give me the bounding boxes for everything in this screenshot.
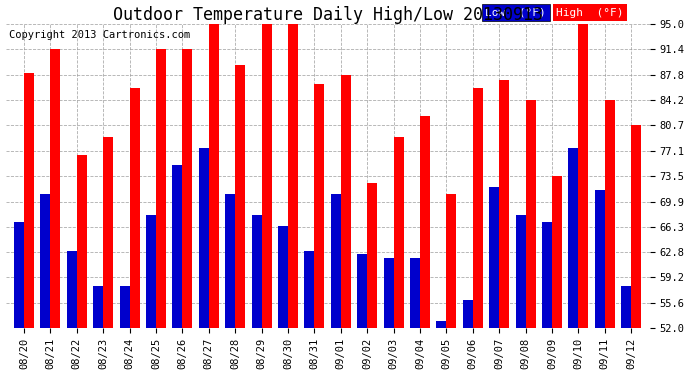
Bar bbox=[526, 100, 535, 328]
Bar bbox=[357, 254, 367, 328]
Bar bbox=[489, 187, 500, 328]
Text: Low  (°F): Low (°F) bbox=[486, 8, 546, 18]
Bar bbox=[331, 194, 341, 328]
Bar bbox=[288, 24, 298, 328]
Bar bbox=[341, 75, 351, 328]
Bar bbox=[446, 194, 457, 328]
Bar bbox=[24, 74, 34, 328]
Bar bbox=[569, 148, 578, 328]
Bar bbox=[605, 100, 615, 328]
Bar bbox=[77, 155, 87, 328]
Bar bbox=[199, 148, 209, 328]
Text: High  (°F): High (°F) bbox=[556, 8, 624, 18]
Bar bbox=[130, 87, 139, 328]
Bar bbox=[278, 226, 288, 328]
Title: Outdoor Temperature Daily High/Low 20130913: Outdoor Temperature Daily High/Low 20130… bbox=[112, 6, 542, 24]
Bar bbox=[473, 87, 483, 328]
Bar bbox=[252, 215, 262, 328]
Bar bbox=[393, 137, 404, 328]
Bar bbox=[104, 137, 113, 328]
Bar bbox=[410, 258, 420, 328]
Bar bbox=[552, 176, 562, 328]
Bar bbox=[225, 194, 235, 328]
Bar bbox=[621, 286, 631, 328]
Bar bbox=[41, 194, 50, 328]
Bar bbox=[50, 49, 61, 328]
Bar bbox=[209, 24, 219, 328]
Bar bbox=[146, 215, 156, 328]
Bar bbox=[182, 49, 193, 328]
Text: Copyright 2013 Cartronics.com: Copyright 2013 Cartronics.com bbox=[9, 30, 190, 40]
Bar bbox=[93, 286, 104, 328]
Bar bbox=[578, 24, 589, 328]
Bar bbox=[515, 215, 526, 328]
Bar bbox=[436, 321, 446, 328]
Bar bbox=[235, 65, 245, 328]
Bar bbox=[542, 222, 552, 328]
Bar bbox=[463, 300, 473, 328]
Bar bbox=[595, 190, 605, 328]
Bar bbox=[172, 165, 182, 328]
Bar bbox=[262, 24, 272, 328]
Bar bbox=[14, 222, 24, 328]
Bar bbox=[315, 84, 324, 328]
Bar bbox=[67, 251, 77, 328]
Bar bbox=[367, 183, 377, 328]
Bar bbox=[384, 258, 393, 328]
Bar bbox=[420, 116, 430, 328]
Bar bbox=[119, 286, 130, 328]
Bar bbox=[500, 80, 509, 328]
Bar bbox=[156, 49, 166, 328]
Bar bbox=[304, 251, 315, 328]
Bar bbox=[631, 125, 641, 328]
